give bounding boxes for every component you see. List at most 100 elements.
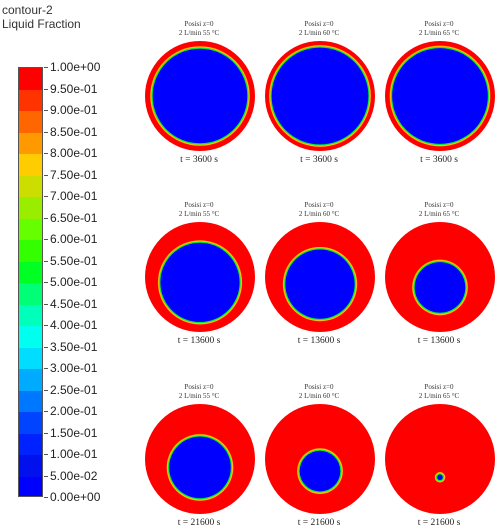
colorbar-swatch [19, 455, 42, 477]
liquid-fraction-contour [145, 41, 255, 151]
colorbar-tick-mark [44, 131, 48, 133]
colorbar-tick-label: 4.50e-01 [50, 296, 98, 311]
colorbar-tick-label: 8.50e-01 [50, 124, 98, 139]
panel-time-label: t = 13600 s [177, 336, 221, 346]
panel-time-label: t = 13600 s [417, 336, 461, 346]
colorbar-tick-label: 2.00e-01 [50, 404, 98, 418]
solid-region [437, 474, 443, 481]
colorbar-swatch [19, 197, 42, 219]
colorbar-tick-mark [44, 260, 48, 262]
colorbar-tick-mark [44, 239, 48, 240]
contour-panel: Posisi z=0 2 L/min 60 °C t = 21600 s [264, 383, 375, 529]
panel-condition-label: 2 L/min 65 °C [418, 210, 460, 218]
colorbar-tick-mark [44, 346, 48, 348]
panel-time-label: t = 21600 s [177, 518, 221, 528]
panel-condition-label: 2 L/min 55 °C [178, 29, 220, 37]
panel-time-label: t = 21600 s [417, 518, 461, 528]
colorbar-tick-mark [44, 303, 48, 305]
panel-condition-label: 2 L/min 60 °C [298, 392, 340, 400]
colorbar-tick-label: 4.00e-01 [50, 318, 98, 332]
panel-time-label: t = 3600 s [300, 155, 338, 165]
panel-condition-label: 2 L/min 55 °C [178, 210, 220, 218]
colorbar-swatch [19, 304, 42, 326]
colorbar-tick-mark [44, 196, 48, 197]
contour-panel: Posisi z=0 2 L/min 65 °C t = 21600 s [384, 383, 495, 529]
solid-region [152, 48, 248, 144]
contour-panel: Posisi z=0 2 L/min 55 °C t = 13600 s [144, 201, 255, 347]
panel-position-label: Posisi z=0 [424, 20, 454, 28]
solid-region [299, 450, 341, 492]
colorbar-tick-mark [44, 174, 48, 176]
contour-panel: Posisi z=0 2 L/min 55 °C t = 21600 s [144, 383, 255, 529]
colorbar-swatch [19, 68, 42, 90]
colorbar-tick-mark [44, 282, 48, 283]
panel-condition-label: 2 L/min 60 °C [298, 29, 340, 37]
panel-position-label: Posisi z=0 [304, 383, 334, 391]
contour-panel: Posisi z=0 2 L/min 55 °C t = 3600 s [144, 20, 255, 166]
colorbar-swatch [19, 261, 42, 283]
panel-position-label: Posisi z=0 [184, 20, 214, 28]
colorbar-swatch [19, 390, 42, 412]
colorbar-tick-label: 1.50e-01 [50, 425, 98, 440]
panel-position-label: Posisi z=0 [304, 201, 334, 209]
liquid-fraction-contour [265, 404, 375, 514]
panel-position-label: Posisi z=0 [184, 383, 214, 391]
colorbar-tick-label: 1.00e+00 [50, 60, 101, 74]
colorbar-tick-mark [44, 389, 48, 391]
contour-panel: Posisi z=0 2 L/min 65 °C t = 13600 s [384, 201, 495, 347]
colorbar-tick-mark [44, 153, 48, 154]
contour-panel: Posisi z=0 2 L/min 65 °C t = 3600 s [384, 20, 495, 166]
colorbar-swatch [19, 347, 42, 369]
colorbar-tick-label: 5.00e-02 [50, 468, 98, 483]
colorbar-tick-mark [44, 110, 48, 111]
colorbar-swatch [19, 326, 42, 348]
panel-position-label: Posisi z=0 [184, 201, 214, 209]
colorbar-swatch [19, 111, 42, 133]
colorbar-tick-label: 0.00e+00 [50, 490, 101, 504]
colorbar-swatch [19, 412, 42, 434]
colorbar-swatch [19, 89, 42, 111]
solid-region [414, 262, 466, 313]
legend-title-line2: Liquid Fraction [2, 17, 81, 31]
colorbar-tick-mark [44, 432, 48, 434]
panel-time-label: t = 21600 s [297, 518, 341, 528]
solid-region [160, 242, 240, 322]
colorbar-tick-label: 9.50e-01 [50, 81, 98, 96]
colorbar [18, 67, 43, 497]
panel-position-label: Posisi z=0 [424, 383, 454, 391]
colorbar-swatch [19, 433, 42, 455]
solid-region [169, 436, 231, 499]
colorbar-swatch [19, 218, 42, 240]
panel-condition-label: 2 L/min 60 °C [298, 210, 340, 218]
panel-time-label: t = 3600 s [180, 155, 218, 165]
liquid-fraction-contour [265, 222, 375, 332]
colorbar-tick-label: 7.50e-01 [50, 167, 98, 182]
colorbar-swatch [19, 154, 42, 176]
liquid-region [385, 404, 495, 514]
colorbar-tick-mark [44, 411, 48, 412]
panel-condition-label: 2 L/min 65 °C [418, 29, 460, 37]
liquid-fraction-contour [385, 41, 495, 151]
legend-title-line1: contour-2 [2, 3, 53, 17]
panel-position-label: Posisi z=0 [424, 201, 454, 209]
liquid-fraction-contour [265, 41, 375, 151]
colorbar-tick-mark [44, 67, 48, 68]
legend-title: contour-2 Liquid Fraction [2, 3, 81, 31]
colorbar-swatch [19, 175, 42, 197]
colorbar-tick-label: 3.50e-01 [50, 339, 98, 354]
contour-panel: Posisi z=0 2 L/min 60 °C t = 13600 s [264, 201, 375, 347]
colorbar-tick-label: 5.00e-01 [50, 275, 98, 289]
panel-condition-label: 2 L/min 65 °C [418, 392, 460, 400]
colorbar-tick-label: 6.50e-01 [50, 210, 98, 225]
colorbar-tick-mark [44, 368, 48, 369]
colorbar-tick-mark [44, 217, 48, 219]
colorbar-tick-label: 8.00e-01 [50, 146, 98, 160]
colorbar-tick-mark [44, 497, 48, 498]
colorbar-swatch [19, 476, 42, 496]
colorbar-tick-label: 3.00e-01 [50, 361, 98, 375]
liquid-fraction-contour [145, 222, 255, 332]
colorbar-tick-mark [44, 475, 48, 477]
colorbar-tick-label: 6.00e-01 [50, 232, 98, 246]
panel-time-label: t = 3600 s [420, 155, 458, 165]
liquid-fraction-contour [385, 404, 495, 514]
